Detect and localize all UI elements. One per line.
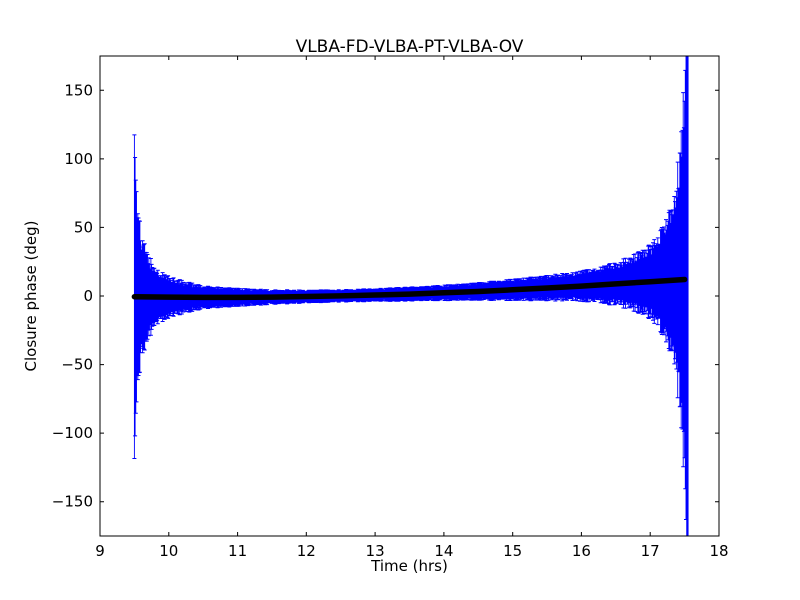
x-tick-label: 14 xyxy=(434,542,453,560)
y-tick-label: 0 xyxy=(83,287,93,305)
y-tick-label: 50 xyxy=(74,218,93,236)
x-tick-label: 10 xyxy=(159,542,178,560)
x-tick-label: 9 xyxy=(95,542,105,560)
x-tick-label: 12 xyxy=(297,542,316,560)
tick-labels: 9 10 11 12 13 14 15 16 17 18 −150 −100 −50 0 50 100 150 xyxy=(52,81,729,560)
x-tick-label: 15 xyxy=(503,542,522,560)
x-tick-label: 11 xyxy=(228,542,247,560)
y-tick-label: −100 xyxy=(52,424,93,442)
y-tick-label: 150 xyxy=(64,81,93,99)
y-tick-label: −150 xyxy=(52,493,93,511)
x-tick-label: 13 xyxy=(366,542,385,560)
y-tick-label: −50 xyxy=(61,356,93,374)
y-tick-label: 100 xyxy=(64,150,93,168)
x-tick-label: 16 xyxy=(572,542,591,560)
x-axis-label: Time (hrs) xyxy=(371,557,448,575)
x-tick-label: 17 xyxy=(641,542,660,560)
tick-marks xyxy=(99,56,720,536)
x-tick-label: 18 xyxy=(709,542,728,560)
y-axis-label: Closure phase (deg) xyxy=(22,220,40,372)
mean-series xyxy=(131,276,688,301)
chart-title: VLBA-FD-VLBA-PT-VLBA-OV xyxy=(295,37,524,57)
